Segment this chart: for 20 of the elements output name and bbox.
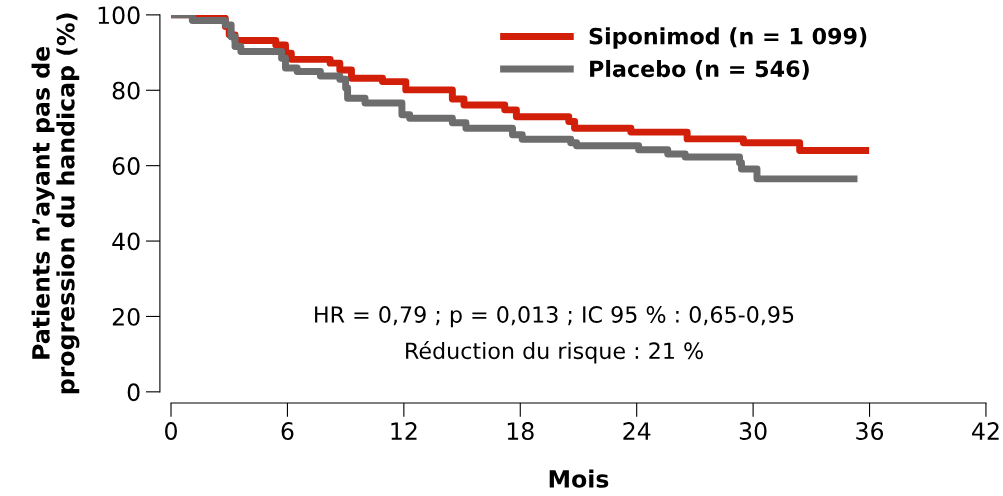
y-tick-label: 40 <box>112 232 140 251</box>
y-tick-label: 80 <box>112 81 140 100</box>
x-tick-label: 12 <box>391 422 417 440</box>
x-tick-label: 6 <box>281 422 294 440</box>
x-tick-label: 24 <box>623 422 651 440</box>
y-tick-label: 100 <box>98 6 140 25</box>
y-tick-label: 60 <box>112 157 140 175</box>
x-tick-label: 42 <box>972 422 999 440</box>
x-tick-label: 36 <box>856 422 884 440</box>
x-tick-label: 0 <box>165 422 177 440</box>
annotation: Réduction du risque : 21 % <box>406 341 703 364</box>
legend-label: Placebo (n = 546) <box>590 59 809 80</box>
y-tick-label: 20 <box>112 307 140 326</box>
x-tick-label: 30 <box>739 422 767 440</box>
y-tick-label: 0 <box>127 383 140 402</box>
x-tick-label: 18 <box>507 422 534 440</box>
annotation: HR = 0,79 ; p = 0,013 ; IC 95 % : 0,65-0,95 <box>315 306 794 328</box>
x-axis-title: Mois <box>549 469 609 488</box>
legend-label: Siponimod (n = 1 099) <box>589 27 867 49</box>
y-axis-title: Patients n’ayant pas de progression du handicap (%) <box>31 13 80 394</box>
